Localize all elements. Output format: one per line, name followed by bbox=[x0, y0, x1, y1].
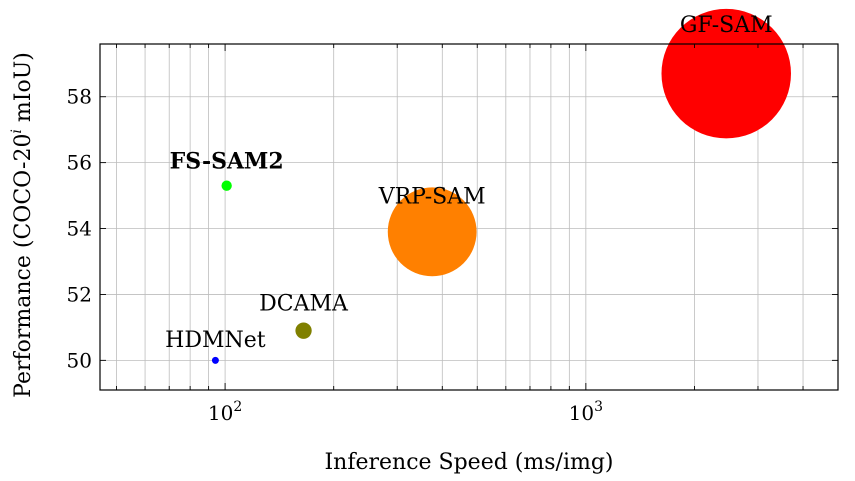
bubble-fs-sam2 bbox=[221, 180, 232, 191]
point-label-hdmnet: HDMNet bbox=[165, 328, 266, 353]
x-tick-label: 102 bbox=[208, 399, 242, 425]
plot-frame bbox=[99, 43, 839, 391]
bubble-gf-sam bbox=[661, 8, 791, 139]
x-tick-base: 10 bbox=[569, 401, 594, 425]
point-label-vrp-sam: VRP-SAM bbox=[378, 184, 486, 209]
y-tick-label: 56 bbox=[67, 151, 92, 175]
y-axis-label: Performance (COCO-20i mIoU) bbox=[9, 52, 36, 398]
bubble-dcama bbox=[295, 322, 312, 339]
y-axis-label-tail: mIoU) bbox=[11, 52, 36, 129]
point-label-dcama: DCAMA bbox=[259, 292, 349, 317]
x-tick-exponent: 2 bbox=[233, 399, 242, 415]
point-label-fs-sam2: FS-SAM2 bbox=[170, 149, 284, 175]
x-tick-label: 103 bbox=[569, 399, 603, 425]
grid bbox=[100, 44, 839, 390]
x-axis-label: Inference Speed (ms/img) bbox=[324, 450, 613, 475]
bubbles bbox=[211, 8, 791, 364]
y-tick-label: 58 bbox=[67, 85, 92, 109]
y-axis-label-main: Performance (COCO-20 bbox=[11, 134, 36, 398]
y-tick-label: 52 bbox=[67, 282, 92, 306]
bubble-hdmnet bbox=[211, 356, 219, 364]
point-labels: HDMNet DCAMA FS-SAM2 VRP-SAM GF-SAM bbox=[165, 13, 772, 353]
bubble-vrp-sam bbox=[387, 187, 477, 277]
x-tick-base: 10 bbox=[208, 401, 233, 425]
y-axis-label-superscript: i bbox=[9, 129, 25, 133]
point-label-gf-sam: GF-SAM bbox=[680, 13, 773, 38]
y-tick-label: 50 bbox=[67, 348, 92, 372]
x-tick-exponent: 3 bbox=[594, 399, 603, 415]
y-tick-label: 54 bbox=[67, 217, 92, 241]
